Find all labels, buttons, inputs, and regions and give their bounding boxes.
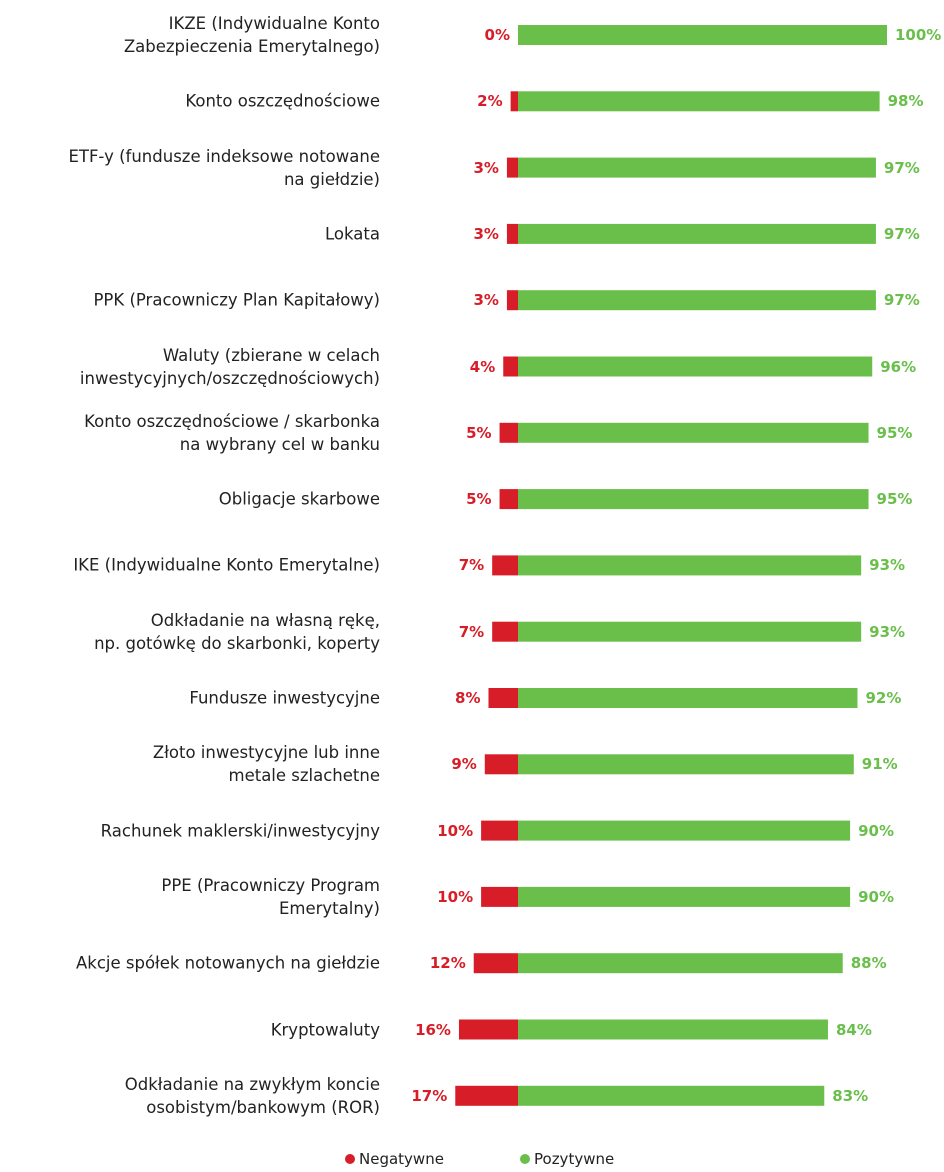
- bar-positive: [518, 953, 843, 974]
- value-label: 93%: [869, 622, 906, 641]
- value-label: 8%: [455, 689, 481, 707]
- category-label: Złoto inwestycyjne lub inne metale szlac…: [152, 743, 380, 786]
- value-label: 2%: [477, 92, 503, 111]
- value-label: 90%: [858, 821, 894, 840]
- value-label: 3%: [473, 158, 499, 177]
- bar-negative: [455, 1085, 518, 1106]
- bar-negative: [492, 621, 518, 642]
- category-label: Lokata: [325, 224, 380, 244]
- bar-positive: [518, 1019, 828, 1040]
- bar-negative: [481, 886, 518, 907]
- category-label: IKZE (Indywidualne Konto Zabezpieczenia …: [123, 14, 380, 56]
- category-label: Konto oszczędnościowe / skarbonka na wyb…: [84, 411, 380, 454]
- category-label: Waluty (zbierane w celach inwestycyjnych…: [79, 345, 380, 388]
- value-label: 0%: [484, 26, 510, 44]
- bar-negative: [484, 754, 518, 775]
- category-label: PPK (Pracowniczy Plan Kapitałowy): [93, 290, 380, 310]
- bar-negative: [473, 953, 518, 974]
- value-label: 90%: [858, 887, 894, 906]
- bar-positive: [518, 621, 862, 642]
- bar-positive: [518, 688, 858, 708]
- value-label: 10%: [437, 887, 474, 906]
- legend-label: Pozytywne: [534, 1150, 615, 1168]
- value-label: 97%: [883, 291, 920, 310]
- category-label: Odkładanie na własną rękę, np. gotówkę d…: [94, 610, 380, 653]
- bar-positive: [518, 157, 876, 178]
- bar-positive: [518, 422, 869, 443]
- value-label: 5%: [466, 490, 492, 509]
- bar-positive: [518, 91, 880, 112]
- legend-marker: [345, 1154, 355, 1164]
- bar-negative: [506, 290, 518, 311]
- value-label: 97%: [883, 158, 920, 177]
- value-label: 95%: [876, 423, 913, 442]
- bar-positive: [518, 754, 854, 775]
- category-label: Konto oszczędnościowe: [185, 91, 380, 111]
- bar-negative: [510, 91, 518, 112]
- bar-positive: [518, 886, 851, 907]
- value-label: 9%: [451, 755, 477, 774]
- legend-marker: [520, 1154, 530, 1164]
- value-label: 10%: [437, 821, 474, 840]
- value-label: 4%: [469, 357, 496, 376]
- legend-label: Negatywne: [359, 1150, 444, 1168]
- legend-item: Negatywne: [345, 1150, 444, 1168]
- category-label: Kryptowaluty: [270, 1020, 380, 1039]
- value-label: 97%: [883, 224, 920, 243]
- category-label: PPE (Pracowniczy Program Emerytalny): [161, 875, 380, 918]
- bar-negative: [458, 1019, 518, 1040]
- bar-positive: [518, 356, 873, 377]
- bar-positive: [518, 820, 851, 841]
- value-label: 96%: [880, 357, 917, 376]
- value-label: 3%: [473, 224, 499, 243]
- category-label: Fundusze inwestycyjne: [189, 688, 380, 708]
- value-label: 3%: [473, 291, 499, 310]
- category-label: IKE (Indywidualne Konto Emerytalne): [73, 555, 380, 575]
- value-label: 100%: [895, 26, 942, 44]
- value-label: 7%: [458, 622, 485, 641]
- bar-negative: [492, 555, 518, 576]
- bar-negative: [503, 356, 518, 377]
- value-label: 88%: [850, 954, 887, 973]
- category-label: Akcje spółek notowanych na giełdzie: [75, 953, 380, 973]
- category-label: ETF-y (fundusze indeksowe notowane na gi…: [68, 146, 380, 189]
- value-label: 83%: [832, 1086, 869, 1105]
- bar-negative: [499, 422, 518, 443]
- value-label: 98%: [887, 92, 924, 111]
- value-label: 93%: [869, 556, 906, 575]
- bar-negative: [481, 820, 518, 841]
- bar-negative: [506, 157, 518, 178]
- bar-positive: [518, 223, 876, 244]
- category-label: Rachunek maklerski/inwestycyjny: [100, 821, 380, 841]
- value-label: 95%: [876, 490, 913, 509]
- bar-negative: [499, 489, 518, 510]
- category-label: Odkładanie na zwykłym koncie osobistym/b…: [124, 1074, 380, 1117]
- value-label: 7%: [458, 556, 485, 575]
- bar-positive: [518, 555, 862, 576]
- value-label: 91%: [861, 755, 898, 774]
- bar-negative: [506, 223, 518, 244]
- value-label: 16%: [415, 1020, 451, 1039]
- value-label: 12%: [429, 954, 466, 973]
- bar-negative: [488, 688, 518, 708]
- bar-positive: [518, 489, 869, 510]
- value-label: 17%: [411, 1086, 448, 1105]
- category-label: Obligacje skarbowe: [218, 489, 380, 509]
- value-label: 92%: [865, 689, 902, 707]
- bar-positive: [518, 290, 876, 311]
- bar-positive: [518, 25, 887, 45]
- value-label: 5%: [466, 423, 492, 442]
- bar-positive: [518, 1085, 825, 1106]
- legend-item: Pozytywne: [520, 1150, 614, 1168]
- value-label: 84%: [835, 1020, 872, 1039]
